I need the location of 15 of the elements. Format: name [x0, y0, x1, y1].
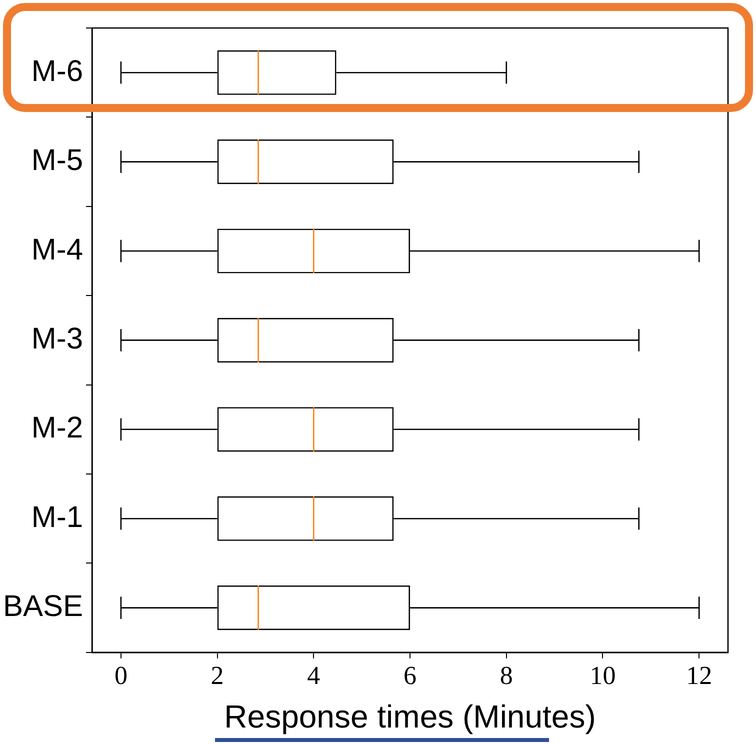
x-tick-label: 6 [404, 660, 417, 690]
x-tick-label: 12 [686, 660, 712, 690]
y-tick-label: M-3 [31, 322, 84, 356]
y-tick-label: M-4 [31, 233, 84, 266]
y-tick-label: BASE [2, 590, 84, 624]
x-tick-label: 0 [114, 660, 128, 690]
y-tick-label: M-2 [31, 412, 84, 445]
x-tick-label: 4 [307, 660, 320, 690]
y-tick-label: M-5 [31, 144, 84, 178]
y-tick-label: M-1 [31, 500, 84, 534]
x-tick-label: 8 [500, 660, 513, 690]
y-tick-label: M-6 [31, 54, 84, 88]
x-tick-label: 10 [590, 660, 616, 690]
x-tick-label: 2 [210, 660, 224, 690]
x-axis-title: Response times (Minutes) [224, 698, 596, 735]
